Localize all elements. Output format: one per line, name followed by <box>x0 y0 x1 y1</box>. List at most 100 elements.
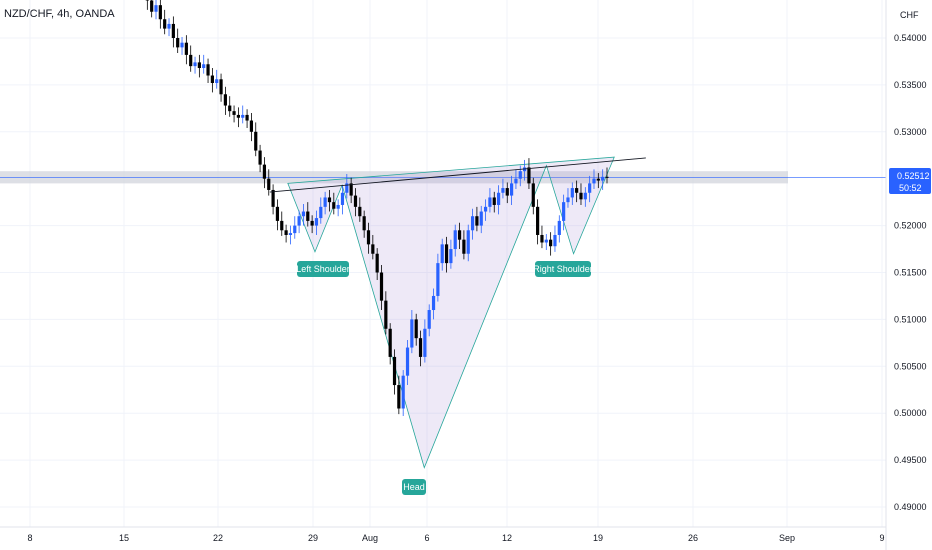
x-tick-label: 29 <box>308 533 318 543</box>
x-tick-label: 6 <box>424 533 429 543</box>
candle-body <box>375 253 379 273</box>
x-tick-label: 22 <box>213 533 223 543</box>
candle-body <box>440 244 444 264</box>
candle-body <box>492 197 496 205</box>
candle-body <box>167 23 171 29</box>
candle-body <box>171 23 175 38</box>
head-label-box <box>402 479 426 495</box>
candle-body <box>384 300 388 329</box>
candle-body <box>601 176 605 181</box>
y-tick-label: 0.50000 <box>894 408 927 418</box>
candle-body <box>236 114 241 118</box>
candle-body <box>163 19 167 29</box>
candle-body <box>323 197 327 207</box>
pattern-labels: Left Shoulder Head Right Shoulder <box>296 261 593 495</box>
price-tag-box <box>889 168 931 194</box>
candle-body <box>340 192 345 205</box>
candle-body <box>414 319 418 339</box>
head-label: Head <box>403 482 425 492</box>
candle-body <box>488 197 492 207</box>
candle-body <box>310 220 314 226</box>
currency-label: CHF <box>900 10 919 20</box>
left-shoulder-label: Left Shoulder <box>296 264 350 274</box>
x-tick-label: 8 <box>27 533 32 543</box>
candle-body <box>583 192 587 200</box>
candle-body <box>197 62 201 69</box>
candles <box>145 0 609 417</box>
y-tick-label: 0.53500 <box>894 80 927 90</box>
candle-body <box>262 164 267 179</box>
candle-body <box>202 64 206 69</box>
price-axis[interactable]: 0.54000 0.53500 0.53000 0.52000 0.51500 0.510… <box>894 33 927 512</box>
candle-body <box>193 62 197 67</box>
y-tick-label: 0.52000 <box>894 221 927 231</box>
left-shoulder-label-box <box>297 261 349 277</box>
x-tick-label: 9 <box>879 533 884 543</box>
candle-body <box>553 234 557 247</box>
candle-body <box>466 230 470 254</box>
candle-body <box>479 211 483 226</box>
candle-body <box>306 211 310 221</box>
candle-body <box>544 239 548 243</box>
candle-body <box>470 216 475 231</box>
candle-body <box>596 178 600 181</box>
candle-body <box>410 319 414 348</box>
candle-body <box>518 171 522 179</box>
candle-body <box>566 197 570 203</box>
time-axis[interactable]: 8 15 22 29 Aug 6 12 19 26 Sep 9 <box>27 533 884 543</box>
candle-body <box>592 178 596 184</box>
candle-body <box>431 295 436 311</box>
y-tick-label: 0.53000 <box>894 127 927 137</box>
candle-body <box>176 38 180 48</box>
x-tick-label: 19 <box>593 533 603 543</box>
candle-body <box>154 5 158 12</box>
candle-body <box>388 328 392 357</box>
right-shoulder-label-box <box>535 261 591 277</box>
candle-body <box>366 230 371 245</box>
candle-body <box>570 188 574 198</box>
candle-body <box>557 220 561 235</box>
neckline-trendline[interactable] <box>269 157 646 193</box>
candle-body <box>509 183 514 196</box>
candle-body <box>232 111 236 115</box>
x-tick-label: 15 <box>119 533 129 543</box>
candle-body <box>444 244 449 264</box>
candle-body <box>327 197 332 203</box>
candle-body <box>271 189 275 207</box>
candle-body <box>549 239 553 247</box>
candle-body <box>258 150 262 165</box>
bar-countdown: 50:52 <box>899 183 922 193</box>
candle-body <box>475 216 479 226</box>
candle-body <box>401 375 405 409</box>
candle-body <box>288 233 293 235</box>
candle-body <box>254 131 258 151</box>
last-price-value: 0.52512 <box>897 171 930 181</box>
x-tick-label: Sep <box>779 533 795 543</box>
candle-body <box>588 183 592 193</box>
candle-body <box>436 263 440 296</box>
candle-body <box>457 230 462 240</box>
candle-body <box>379 272 384 301</box>
candle-body <box>245 114 249 121</box>
candle-body <box>284 230 288 235</box>
y-tick-label: 0.54000 <box>894 33 927 43</box>
grid <box>0 0 886 527</box>
candle-body <box>423 328 427 357</box>
candle-body <box>579 192 583 200</box>
candle-body <box>249 120 254 132</box>
y-tick-label: 0.51500 <box>894 268 927 278</box>
candle-body <box>501 188 505 193</box>
candle-body <box>496 192 501 205</box>
candle-body <box>301 211 306 217</box>
candle-body <box>605 176 609 178</box>
candle-body <box>223 94 227 106</box>
candle-body <box>427 310 431 329</box>
candle-body <box>158 5 162 20</box>
candle-body <box>180 42 184 48</box>
y-tick-label: 0.49000 <box>894 502 927 512</box>
x-tick-label: Aug <box>362 533 378 543</box>
symbol-title: NZD/CHF, 4h, OANDA <box>4 8 115 20</box>
y-tick-label: 0.50500 <box>894 361 927 371</box>
candle-body <box>189 54 193 67</box>
